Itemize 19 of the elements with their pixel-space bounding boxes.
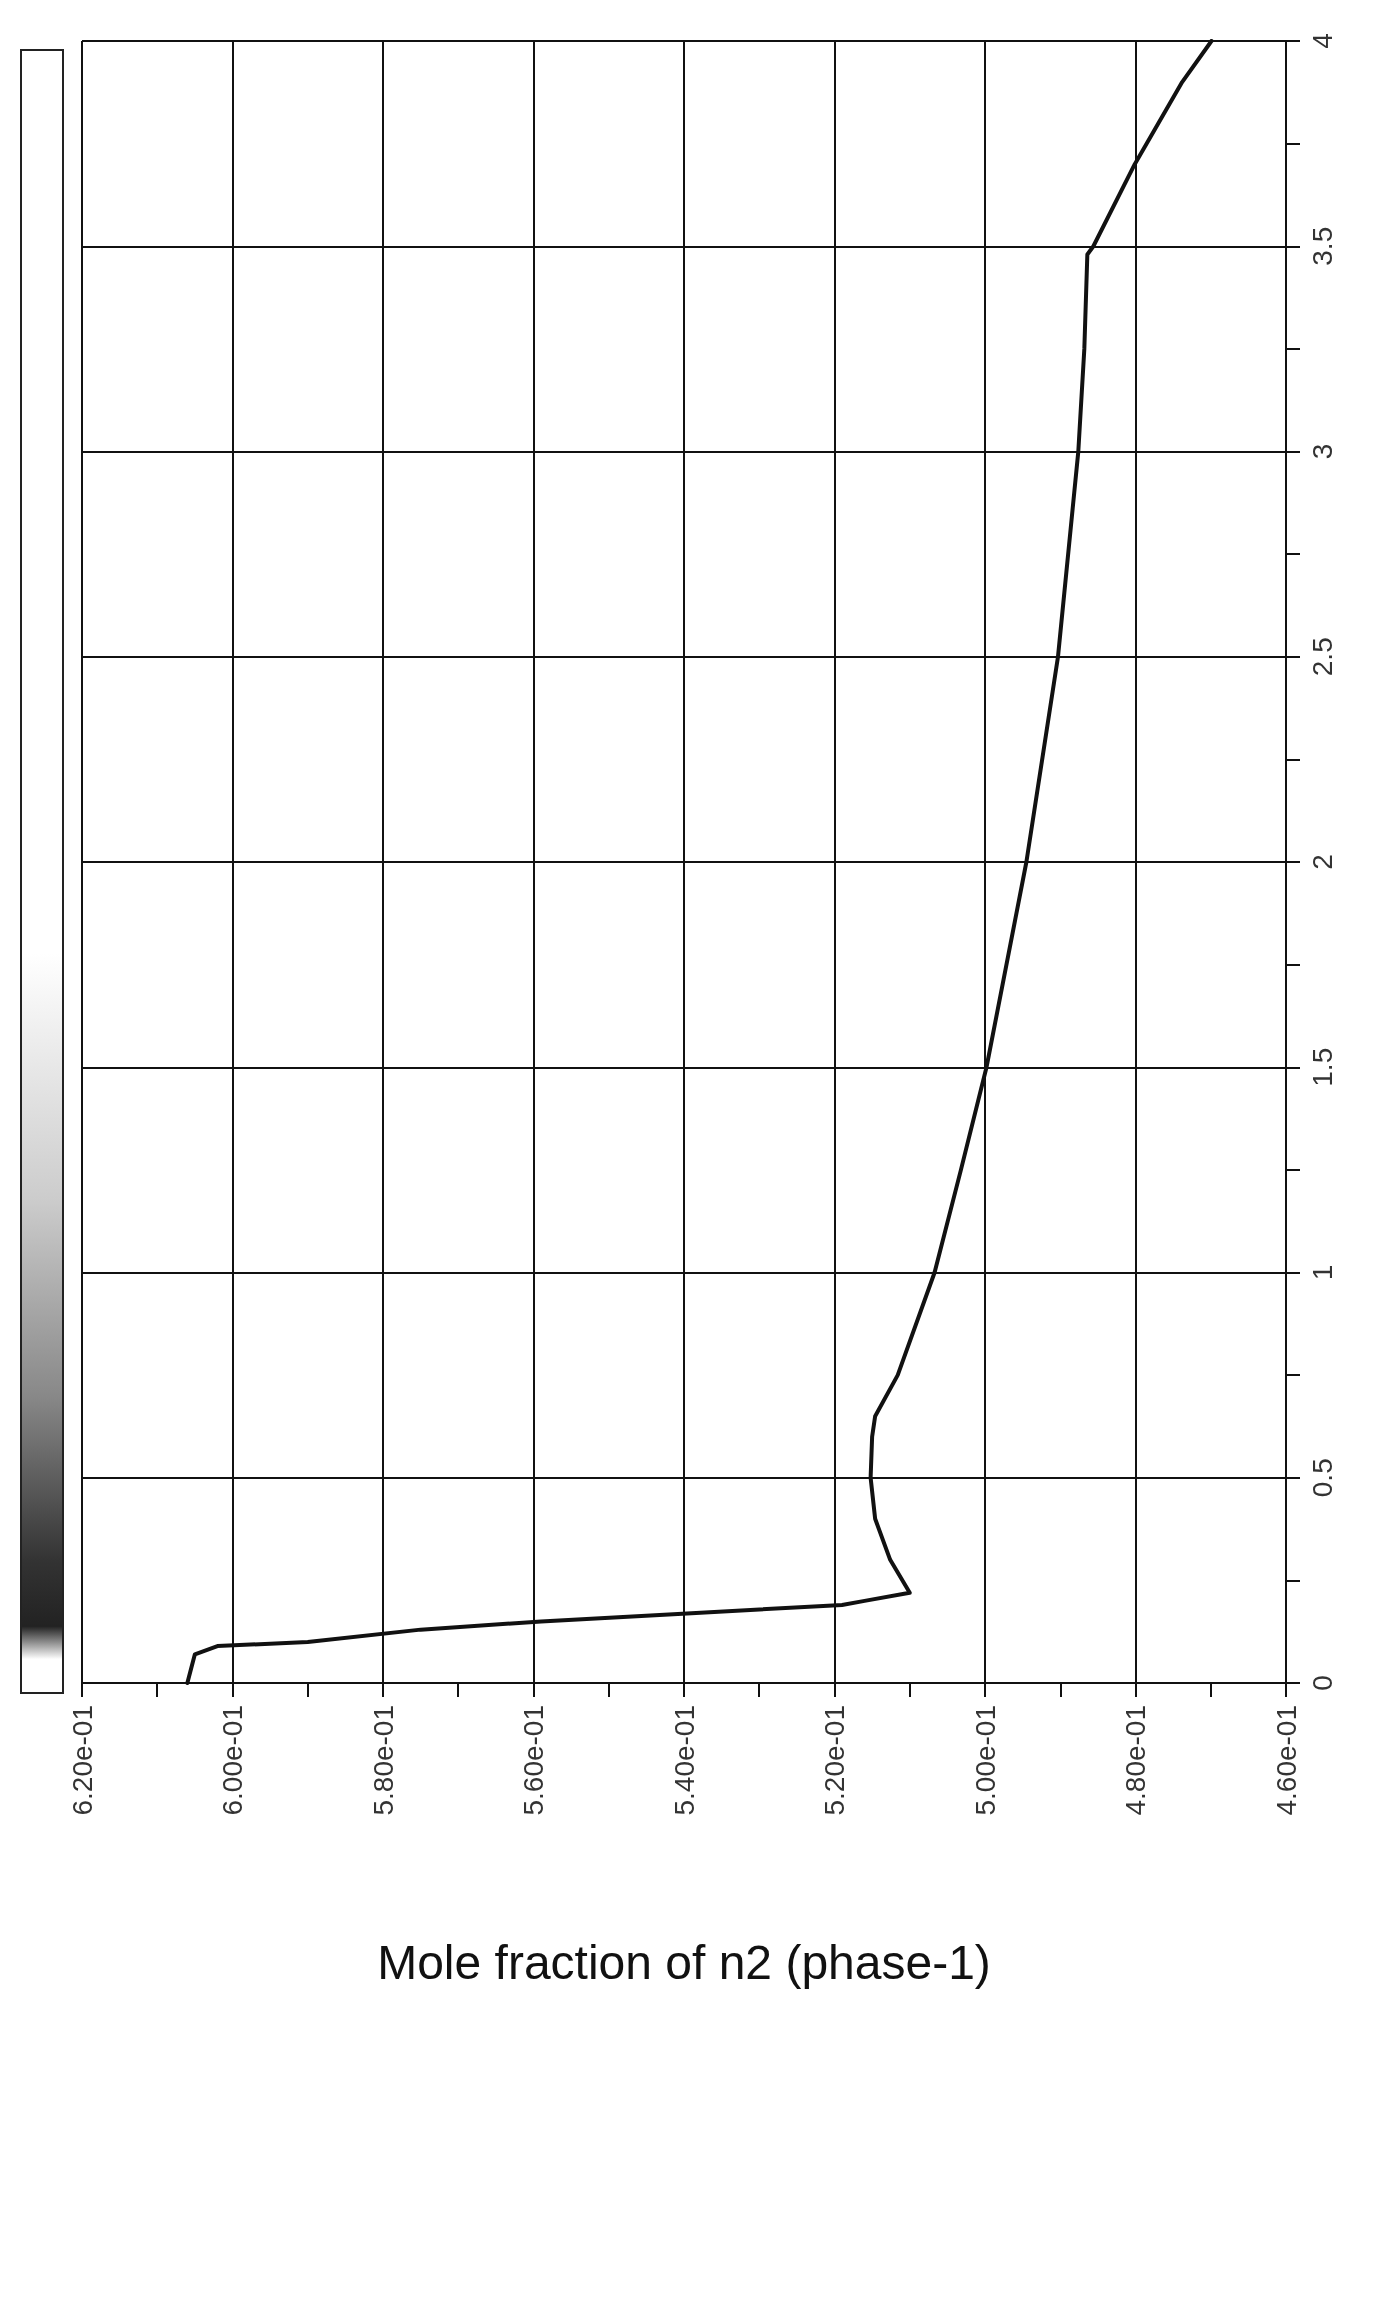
x-tick-label: 6.20e-01 <box>66 1705 98 1816</box>
x-tick-label: 5.60e-01 <box>518 1705 549 1816</box>
x-tick-label: 4.60e-01 <box>1270 1705 1302 1816</box>
y-tick-label: 0.5 <box>1306 1458 1338 1498</box>
x-tick-label: 5.00e-01 <box>969 1705 1001 1816</box>
x-tick-label: 4.80e-01 <box>1120 1705 1151 1816</box>
y-tick-label: 1.5 <box>1306 1047 1338 1087</box>
x-tick-label: 5.80e-01 <box>367 1705 399 1816</box>
x-tick-label: 5.40e-01 <box>668 1705 700 1816</box>
y-tick-label: 0 <box>1306 1675 1338 1691</box>
y-tick-label: 4 <box>1306 33 1338 49</box>
x-tick-label: 6.00e-01 <box>217 1705 248 1816</box>
x-axis-title: Mole fraction of n2 (phase-1) <box>377 1936 991 1989</box>
y-tick-label: 2 <box>1306 854 1338 870</box>
y-tick-label: 1 <box>1306 1264 1338 1281</box>
y-tick-label: 3 <box>1306 443 1338 460</box>
x-tick-label: 5.20e-01 <box>819 1705 850 1816</box>
y-tick-label: 3.5 <box>1306 226 1338 266</box>
y-tick-label: 2.5 <box>1306 637 1338 677</box>
